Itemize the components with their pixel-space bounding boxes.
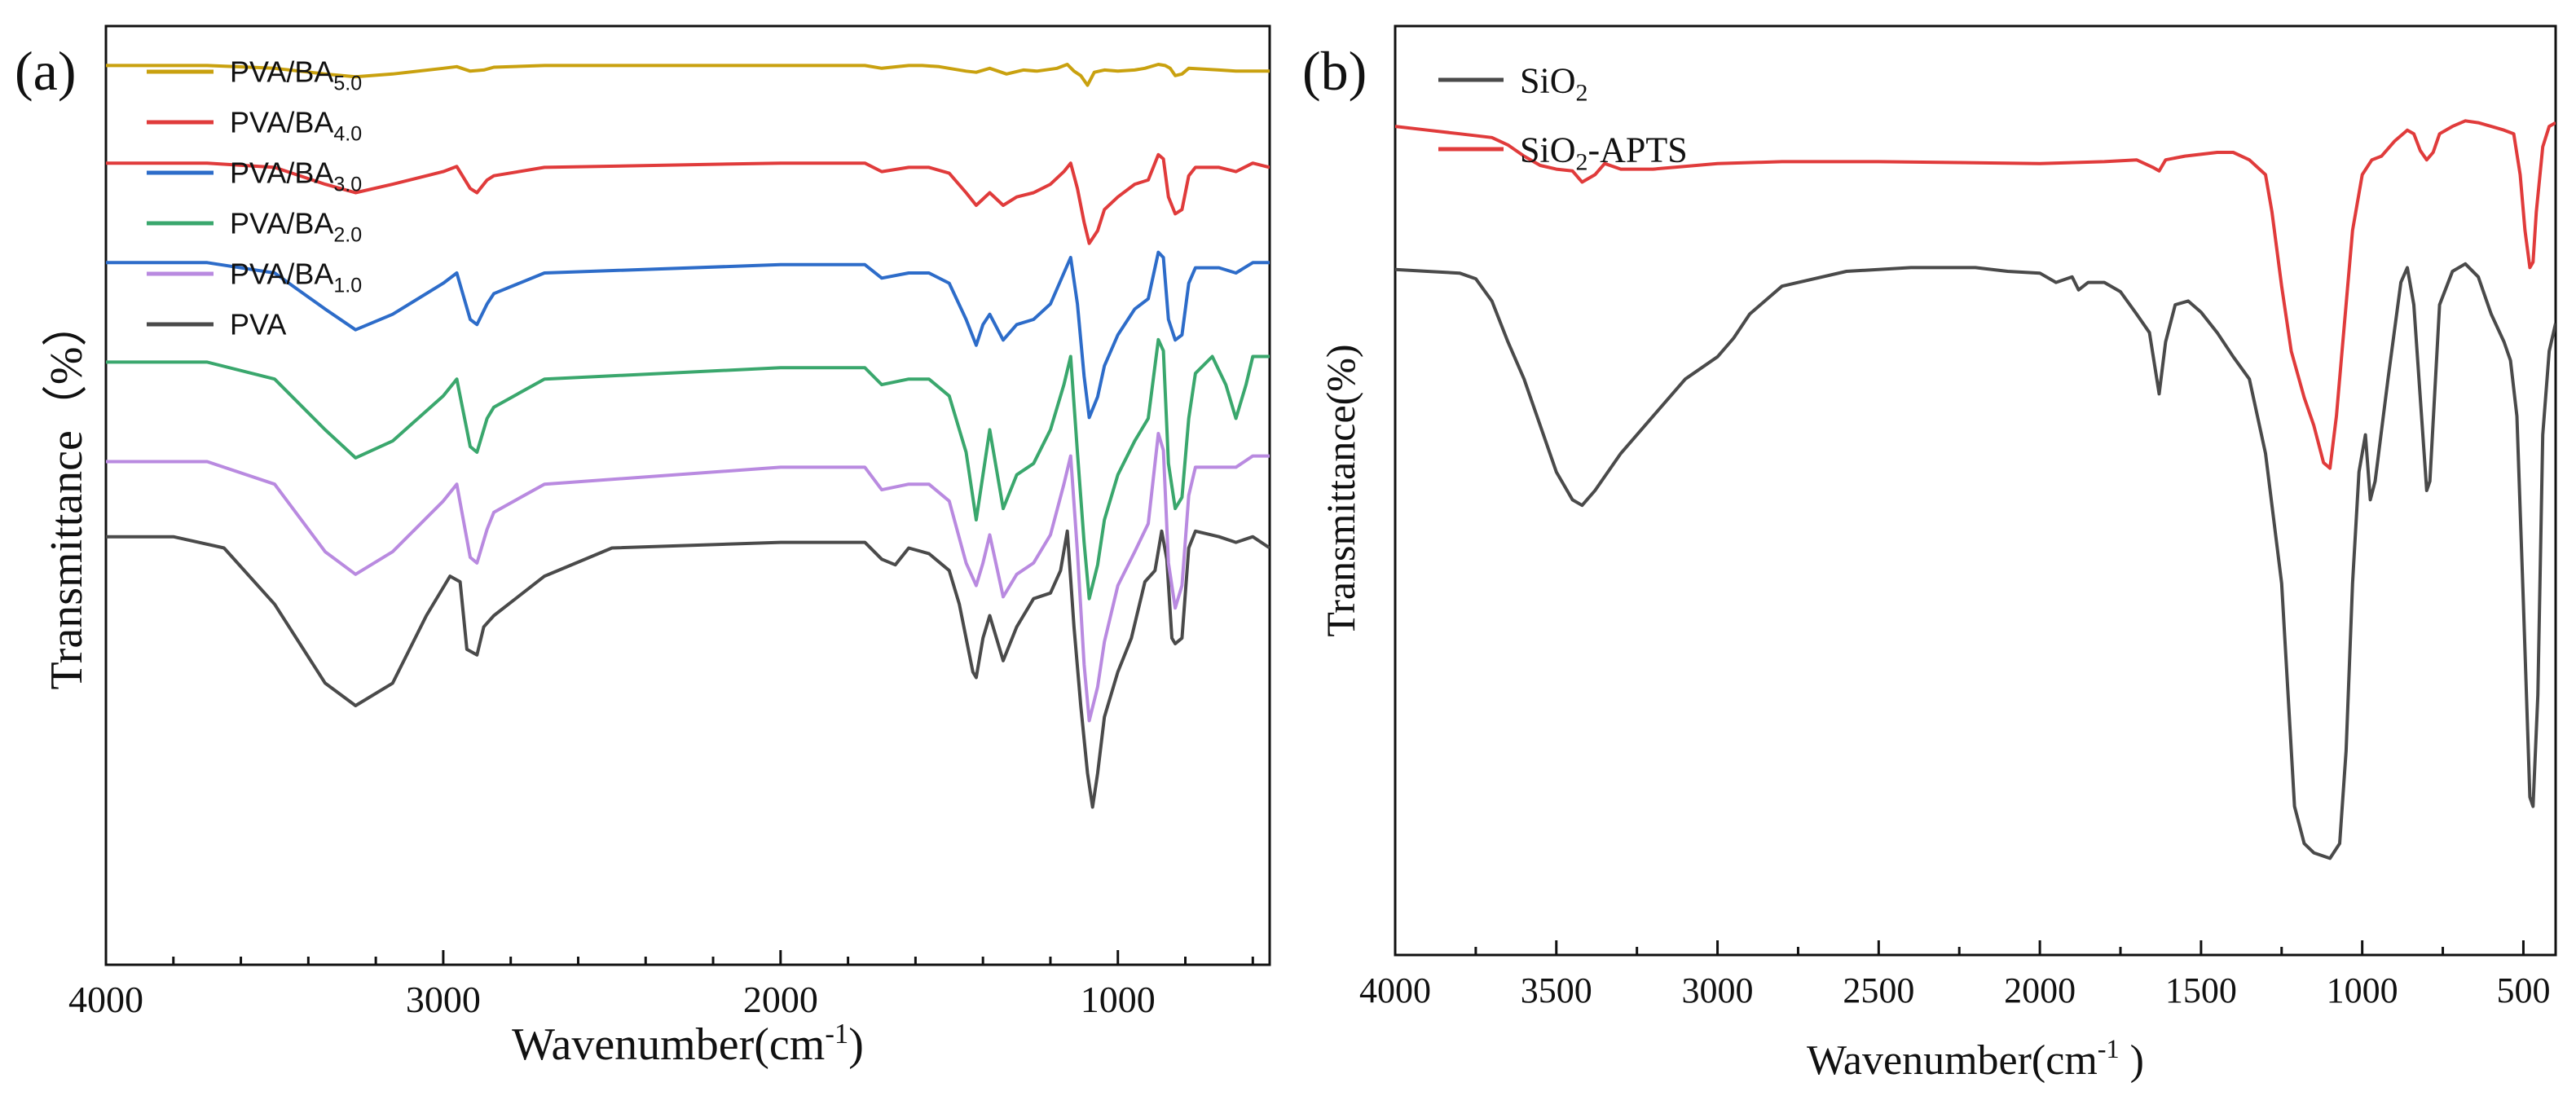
legend-entry: PVA/BA5.0 [230,55,362,95]
series-line-pva-ba4-0 [106,152,1270,245]
legend: PVA/BA5.0 PVA/BA4.0 PVA/BA3.0 PVA/BA2.0 PVA/… [147,55,362,341]
series-line-sio2 [1395,262,2556,860]
series-line-pva-ba2-0 [106,337,1270,601]
y-axis-label: Transmittance(%) [1318,344,1363,636]
series-line-pva-ba5-0 [106,63,1270,87]
legend-entry: PVA/BA3.0 [230,156,362,196]
legend-entry: PVA/BA1.0 [230,257,362,297]
series-group [1395,119,2556,860]
x-tick-label: 4000 [68,979,143,1020]
x-tick-label: 1000 [1081,979,1156,1020]
panel-label: (b) [1302,40,1367,102]
panel-label: (a) [15,40,76,102]
x-tick-label: 4000 [1359,970,1431,1010]
x-tick-label: 3000 [406,979,481,1020]
panel-b: (b) 4000 3500 3000 2500 2000 1500 1000 500 Wavenu… [1302,24,2557,1084]
x-tick-label: 2000 [743,979,818,1020]
legend-entry: SiO2-APTS [1520,130,1688,175]
legend-entry: PVA/BA4.0 [230,106,362,146]
x-tick-label: 500 [2496,970,2550,1010]
y-axis-label: Transmittance（%） [42,301,92,690]
x-tick-label: 2000 [2004,970,2076,1010]
legend: SiO2 SiO2-APTS [1438,60,1688,175]
panel-a: (a) 4000 3000 2000 1000 Wavenumber(cm-1) Trans… [15,24,1271,1070]
plot-frame [104,24,1271,966]
series-group [106,63,1270,809]
series-line-pva-ba1-0 [106,432,1270,723]
x-axis-label: Wavenumber(cm-1) [512,1018,864,1070]
x-axis-label: Wavenumber(cm-1 ) [1807,1034,2144,1084]
x-tick-label: 1000 [2327,970,2398,1010]
plot-frame [1394,24,2557,957]
x-tick-label: 3500 [1521,970,1592,1010]
x-tick-label: 1500 [2165,970,2237,1010]
legend-entry: SiO2 [1520,60,1587,106]
x-tick-label: 2500 [1843,970,1914,1010]
legend-entry: PVA/BA2.0 [230,207,362,247]
series-line-sio2-apts [1395,119,2556,470]
x-tick-label: 3000 [1682,970,1754,1010]
legend-entry: PVA [230,308,286,341]
series-line-pva-ba3-0 [106,250,1270,420]
